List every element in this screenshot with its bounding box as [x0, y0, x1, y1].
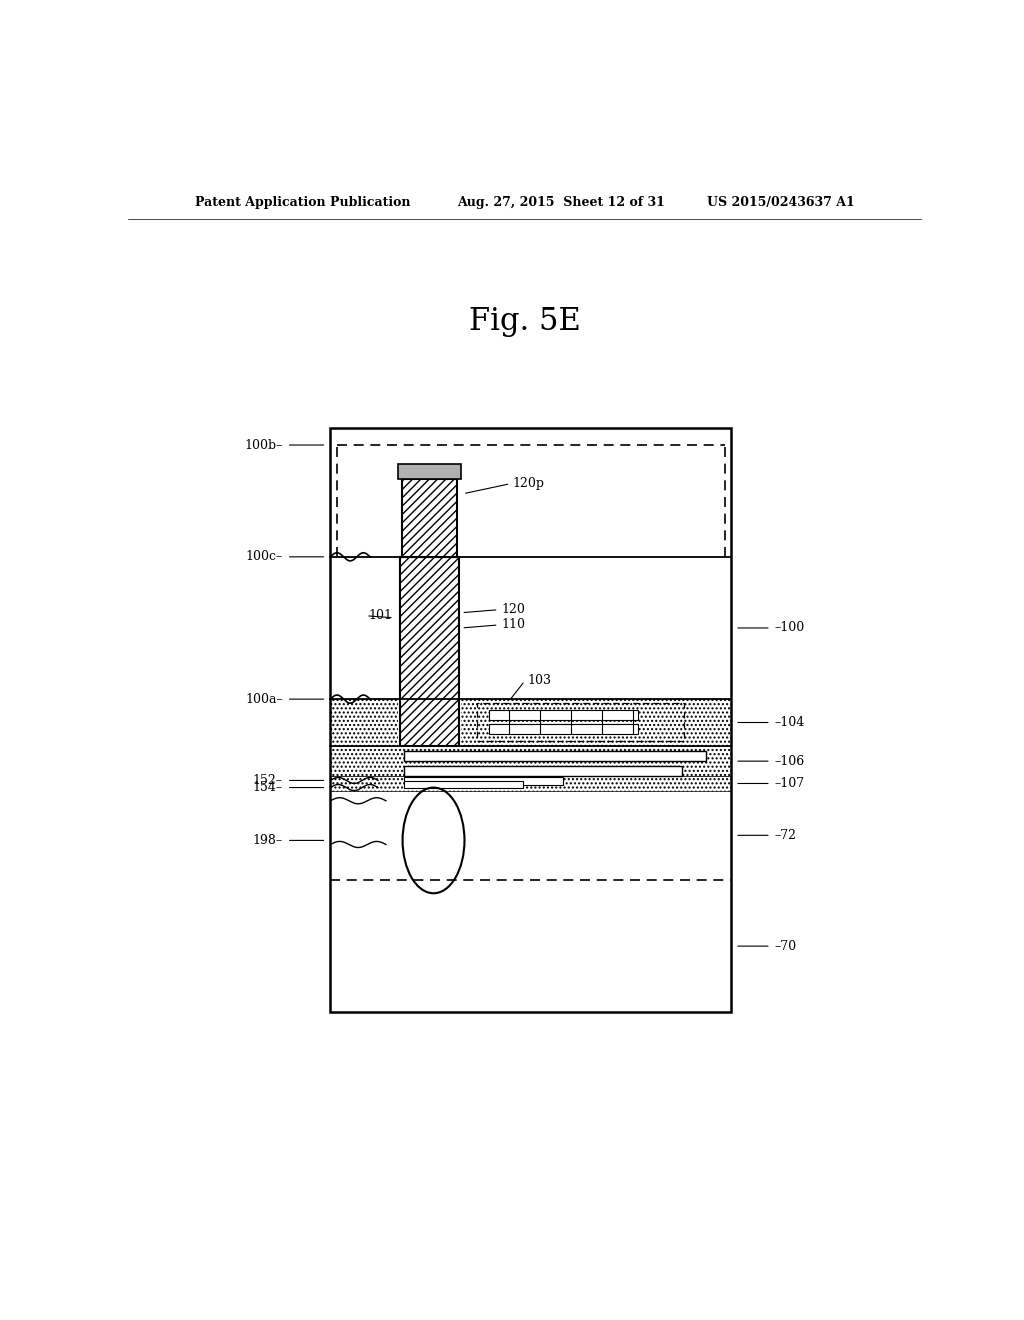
Bar [400, 557, 459, 746]
Text: 100b–: 100b– [245, 438, 283, 451]
Bar [461, 700, 731, 746]
Bar [404, 751, 706, 762]
Text: 101: 101 [369, 610, 392, 622]
Text: 110: 110 [501, 619, 525, 631]
Text: –104: –104 [775, 715, 805, 729]
Bar [331, 700, 398, 746]
Text: Fig. 5E: Fig. 5E [469, 305, 581, 337]
Text: 100c–: 100c– [246, 550, 283, 564]
Text: US 2015/0243637 A1: US 2015/0243637 A1 [708, 195, 855, 209]
Text: –100: –100 [775, 622, 805, 635]
Bar [331, 746, 731, 776]
Bar [489, 710, 638, 719]
Bar [401, 479, 458, 557]
Bar [397, 700, 461, 746]
Text: Patent Application Publication: Patent Application Publication [196, 195, 411, 209]
Text: Aug. 27, 2015  Sheet 12 of 31: Aug. 27, 2015 Sheet 12 of 31 [458, 195, 666, 209]
Bar [331, 880, 731, 1012]
Bar [397, 465, 461, 479]
Text: –107: –107 [775, 777, 805, 789]
Text: 120: 120 [501, 603, 525, 616]
Text: –70: –70 [775, 940, 797, 953]
Bar [404, 777, 563, 784]
Bar [331, 776, 731, 791]
Bar [404, 766, 682, 776]
Bar [331, 428, 731, 1012]
Bar [331, 791, 731, 880]
Text: –106: –106 [775, 755, 805, 768]
Bar [404, 781, 523, 788]
Text: 100a–: 100a– [245, 693, 283, 706]
Text: 198–: 198– [253, 834, 283, 847]
Text: 154–: 154– [253, 781, 283, 795]
Bar [489, 725, 638, 734]
Text: 103: 103 [527, 675, 551, 688]
Text: 120p: 120p [513, 477, 545, 490]
Text: –72: –72 [775, 829, 797, 842]
Text: 152–: 152– [253, 774, 283, 787]
Bar [477, 704, 684, 741]
